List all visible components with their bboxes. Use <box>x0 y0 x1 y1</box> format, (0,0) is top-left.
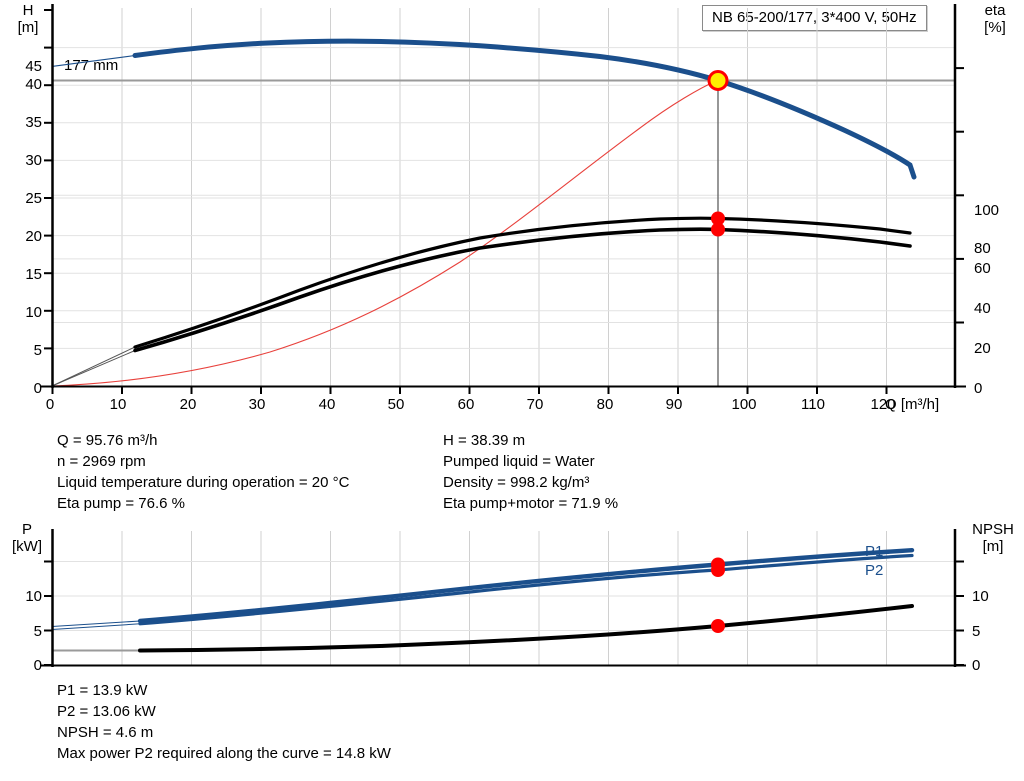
p-tick-10: 10 <box>25 588 42 605</box>
duty-info-eta-pump: Eta pump = 76.6 % <box>57 495 185 512</box>
npsh-curve <box>138 604 914 653</box>
q-tick-90: 90 <box>665 396 683 413</box>
vertical-gridlines-bottom <box>52 531 887 665</box>
h-tick-20: 20 <box>25 228 42 245</box>
q-tick-10: 10 <box>109 396 127 413</box>
impeller-size-label: 177 mm <box>64 57 119 74</box>
head-curve-extension <box>51 54 136 67</box>
x-axis-ticks <box>51 386 888 394</box>
duty-info-right-block: H = 38.39 m Pumped liquid = Water Densit… <box>443 430 618 514</box>
right-axis-ticks <box>955 67 964 388</box>
p1-extension <box>51 620 141 627</box>
p-axis-caption: P [kW] <box>12 521 42 555</box>
power-info-block: P1 = 13.9 kW P2 = 13.06 kW NPSH = 4.6 m … <box>57 680 391 764</box>
eta-pump-extension <box>51 346 136 387</box>
npsh-axis-caption: NPSH [m] <box>972 521 1014 555</box>
npsh-tick-5: 5 <box>972 623 981 640</box>
npsh-tick-0: 0 <box>972 657 981 674</box>
h-tick-35: 35 <box>25 114 42 131</box>
npsh-tick-10: 10 <box>972 588 989 605</box>
h-axis-caption: H [m] <box>17 2 39 36</box>
h-tick-30: 30 <box>25 152 42 169</box>
h-tick-5: 5 <box>33 342 42 359</box>
q-tick-70: 70 <box>526 396 544 413</box>
eta-motor-extension <box>51 350 136 387</box>
q-axis-caption: Q [m³/h] <box>885 396 940 413</box>
eta-tick-60: 60 <box>974 260 991 277</box>
power-info-p1: P1 = 13.9 kW <box>57 682 148 699</box>
h-tick-45: 45 <box>25 58 42 75</box>
horizontal-gridlines <box>52 47 955 349</box>
eta-axis-caption: eta [%] <box>984 2 1006 36</box>
q-tick-80: 80 <box>596 396 614 413</box>
pump-title-box: NB 65-200/177, 3*400 V, 50Hz <box>702 5 927 31</box>
h-tick-10: 10 <box>25 304 42 321</box>
head-curve <box>132 38 917 180</box>
eta-pump-duty-marker <box>711 211 725 226</box>
eta-pump-motor-duty-marker <box>711 222 725 237</box>
eta-pump-motor-curve <box>133 227 912 353</box>
duty-info-left-block: Q = 95.76 m³/h n = 2969 rpm Liquid tempe… <box>57 430 349 514</box>
q-tick-110: 110 <box>801 396 825 413</box>
eta-tick-0: 0 <box>974 380 983 397</box>
power-npsh-plot <box>40 529 966 667</box>
eta-tick-80: 80 <box>974 240 991 257</box>
eta-tick-100: 100 <box>974 202 1000 219</box>
duty-info-n: n = 2969 rpm <box>57 453 146 470</box>
q-tick-120: 120 <box>870 396 896 413</box>
duty-info-density: Density = 998.2 kg/m³ <box>443 474 590 491</box>
duty-point-marker[interactable] <box>707 70 729 91</box>
duty-info-q: Q = 95.76 m³/h <box>57 432 158 449</box>
power-info-npsh: NPSH = 4.6 m <box>57 724 154 741</box>
duty-info-h: H = 38.39 m <box>443 432 526 449</box>
h-tick-40: 40 <box>25 76 42 93</box>
p2-extension <box>51 623 141 630</box>
p2-curve <box>138 553 914 626</box>
npsh-duty-marker <box>711 619 725 633</box>
power-npsh-chart: P [kW] NPSH [m] 0 5 10 0 5 10 P1 P2 <box>0 520 1024 680</box>
duty-info-temp: Liquid temperature during operation = 20… <box>57 474 350 491</box>
p2-duty-marker <box>711 563 725 577</box>
right-axis-ticks-bottom <box>955 560 964 666</box>
q-tick-20: 20 <box>179 396 197 413</box>
q-tick-50: 50 <box>387 396 405 413</box>
eta-gridlines <box>52 194 955 323</box>
p-tick-5: 5 <box>33 623 42 640</box>
vertical-gridlines <box>52 8 887 386</box>
head-efficiency-plot <box>40 4 966 394</box>
power-info-maxp2: Max power P2 required along the curve = … <box>57 745 391 762</box>
eta-tick-20: 20 <box>974 340 991 357</box>
left-axis-ticks-bottom <box>44 560 52 666</box>
q-tick-100: 100 <box>731 396 757 413</box>
eta-trend-curve <box>51 79 719 387</box>
h-tick-25: 25 <box>25 190 42 207</box>
head-efficiency-chart: H [m] eta [%] Q [m³/h] 177 mm NB 65-200/… <box>17 2 1006 413</box>
q-tick-40: 40 <box>318 396 336 413</box>
left-axis-ticks <box>44 9 52 388</box>
duty-info-eta-total: Eta pump+motor = 71.9 % <box>443 495 619 512</box>
eta-pump-curve <box>133 216 912 349</box>
h-tick-15: 15 <box>25 266 42 283</box>
q-tick-0: 0 <box>45 396 55 413</box>
power-info-p2: P2 = 13.06 kW <box>57 703 156 720</box>
p1-curve <box>137 548 915 624</box>
eta-tick-40: 40 <box>974 300 991 317</box>
duty-info-liquid: Pumped liquid = Water <box>443 453 595 470</box>
p-tick-0: 0 <box>33 657 42 674</box>
q-tick-30: 30 <box>248 396 266 413</box>
p2-curve-label: P2 <box>865 562 884 579</box>
h-tick-0: 0 <box>33 380 42 397</box>
q-tick-60: 60 <box>457 396 475 413</box>
